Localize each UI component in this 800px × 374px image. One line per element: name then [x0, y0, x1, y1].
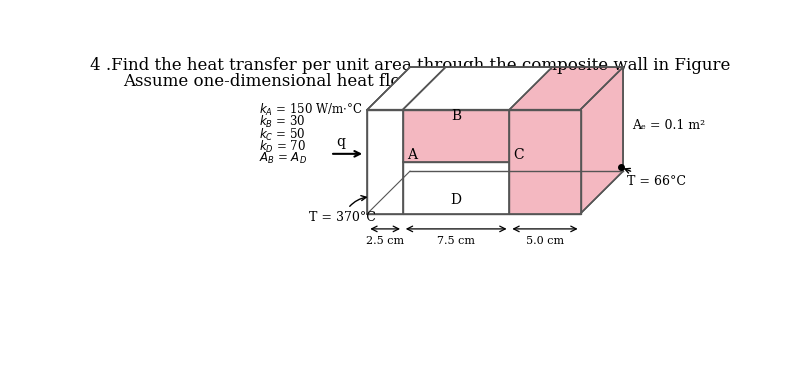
Text: T = 66°C: T = 66°C: [625, 168, 686, 188]
Polygon shape: [403, 67, 552, 110]
Polygon shape: [581, 67, 623, 214]
Text: C: C: [514, 148, 524, 162]
Polygon shape: [367, 67, 446, 110]
Text: $k_C$ = 50: $k_C$ = 50: [259, 126, 306, 142]
Polygon shape: [367, 110, 403, 214]
Text: $k_A$ = 150 W/m$\cdot$°C: $k_A$ = 150 W/m$\cdot$°C: [259, 102, 362, 118]
Text: 4 .Find the heat transfer per unit area through the composite wall in Figure: 4 .Find the heat transfer per unit area …: [90, 57, 730, 74]
Text: A: A: [406, 148, 417, 162]
Polygon shape: [403, 162, 510, 214]
Text: 2.5 cm: 2.5 cm: [366, 236, 404, 246]
Text: q: q: [336, 135, 346, 149]
Text: B: B: [451, 109, 462, 123]
Text: Aₑ = 0.1 m²: Aₑ = 0.1 m²: [633, 119, 706, 132]
Text: $k_D$ = 70: $k_D$ = 70: [259, 139, 306, 155]
Polygon shape: [403, 110, 510, 162]
Text: 7.5 cm: 7.5 cm: [437, 236, 475, 246]
Text: 5.0 cm: 5.0 cm: [526, 236, 564, 246]
Text: T = 370°C: T = 370°C: [310, 196, 376, 224]
Text: $A_B$ = $A_D$: $A_B$ = $A_D$: [259, 151, 307, 166]
Polygon shape: [367, 67, 623, 110]
Polygon shape: [510, 110, 581, 214]
Text: Assume one-dimensional heat flow.: Assume one-dimensional heat flow.: [123, 73, 418, 90]
Text: D: D: [450, 193, 462, 207]
Text: $k_B$ = 30: $k_B$ = 30: [259, 114, 305, 130]
